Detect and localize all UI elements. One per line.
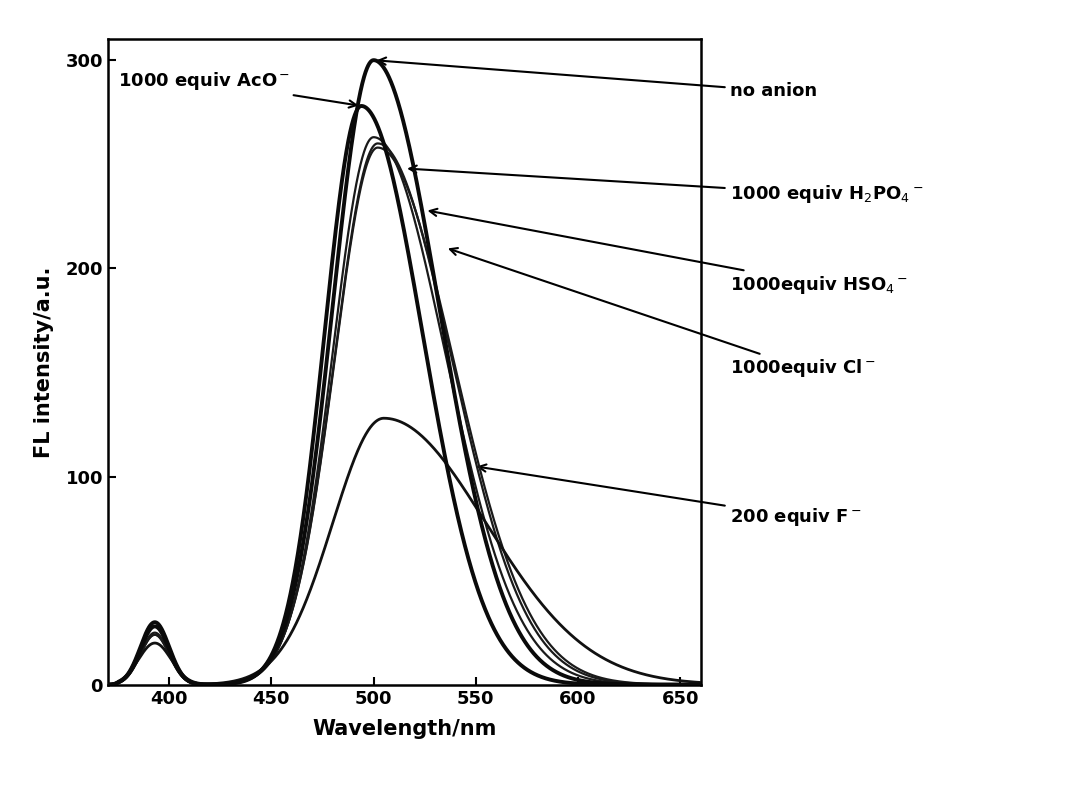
Text: 1000equiv Cl$^-$: 1000equiv Cl$^-$ xyxy=(450,248,875,379)
Text: 1000 equiv AcO$^-$: 1000 equiv AcO$^-$ xyxy=(118,70,356,108)
Text: no anion: no anion xyxy=(378,57,817,100)
Text: 200 equiv F$^-$: 200 equiv F$^-$ xyxy=(479,464,862,528)
Text: 1000 equiv H$_2$PO$_4$$^-$: 1000 equiv H$_2$PO$_4$$^-$ xyxy=(410,165,924,205)
Text: 1000equiv HSO$_4$$^-$: 1000equiv HSO$_4$$^-$ xyxy=(430,209,909,296)
Y-axis label: FL intensity/a.u.: FL intensity/a.u. xyxy=(34,266,54,458)
X-axis label: Wavelength/nm: Wavelength/nm xyxy=(312,719,497,739)
